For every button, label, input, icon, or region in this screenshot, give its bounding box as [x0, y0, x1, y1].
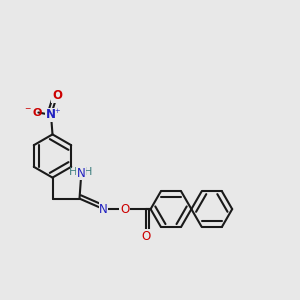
Text: $^+$: $^+$	[53, 108, 62, 118]
Text: H: H	[84, 167, 93, 177]
Text: N: N	[76, 167, 85, 180]
Text: N: N	[99, 202, 108, 216]
Text: N: N	[46, 108, 56, 122]
Text: $^-$O: $^-$O	[23, 106, 44, 119]
Text: O: O	[52, 89, 62, 103]
Text: H: H	[69, 167, 78, 177]
Text: O: O	[120, 202, 129, 216]
Text: O: O	[141, 230, 150, 243]
